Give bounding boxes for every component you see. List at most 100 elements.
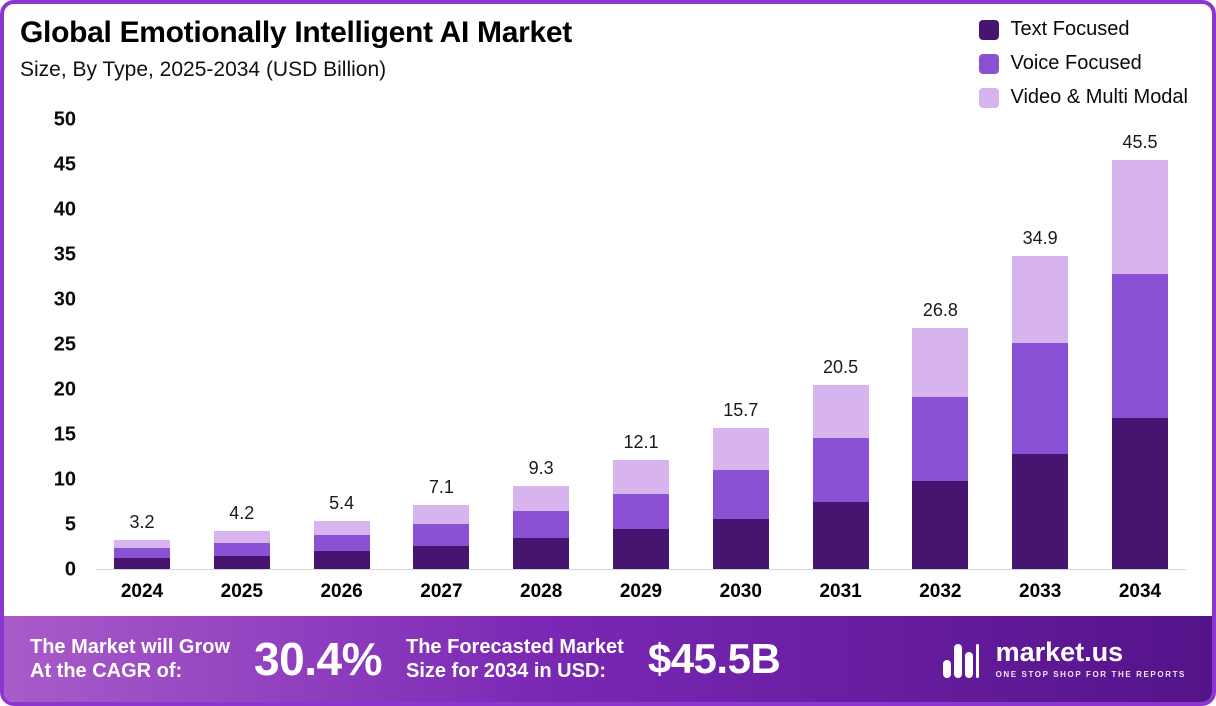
bar-segment-video-multi-modal xyxy=(313,520,370,535)
y-tick-label: 10 xyxy=(53,468,76,491)
bar-group: 5.4 2026 xyxy=(313,120,370,602)
bar-total-label: 34.9 xyxy=(1022,227,1058,248)
bar-segment-text-focused xyxy=(1012,454,1069,569)
y-tick-label: 20 xyxy=(53,378,76,401)
cagr-label: The Market will Grow At the CAGR of: xyxy=(30,636,231,682)
bar-total-label: 5.4 xyxy=(329,492,355,513)
y-tick-label: 40 xyxy=(53,198,76,221)
bar-segment-video-multi-modal xyxy=(612,460,669,494)
cagr-value: 30.4% xyxy=(254,633,382,685)
bar-stack xyxy=(1012,255,1069,569)
bar-total-label: 9.3 xyxy=(528,457,554,478)
bar-segment-video-multi-modal xyxy=(1012,255,1069,343)
bar-segment-video-multi-modal xyxy=(1111,160,1168,275)
bar-segment-text-focused xyxy=(1111,418,1168,569)
bar-segment-voice-focused xyxy=(513,510,570,539)
marketus-logo-icon xyxy=(942,644,979,678)
bar-stack xyxy=(413,505,470,569)
bar-segment-voice-focused xyxy=(114,548,170,559)
legend-swatch xyxy=(978,53,999,74)
x-axis-label: 2030 xyxy=(719,581,762,602)
bar-segment-video-multi-modal xyxy=(912,328,969,397)
x-axis-label: 2032 xyxy=(919,581,962,602)
bar-group: 26.8 2032 xyxy=(912,120,969,602)
bar-segment-text-focused xyxy=(413,545,470,569)
bar-group: 20.5 2031 xyxy=(812,120,869,602)
y-axis: 0 5 10 15 20 25 30 35 40 45 50 xyxy=(22,109,88,581)
bar-segment-text-focused xyxy=(812,501,869,569)
bar-segment-text-focused xyxy=(712,518,769,569)
x-axis-label: 2024 xyxy=(120,581,164,602)
forecast-value: $45.5B xyxy=(647,635,781,682)
x-axis-label: 2027 xyxy=(420,581,463,602)
bar-segment-text-focused xyxy=(114,558,170,569)
bar-total-label: 26.8 xyxy=(922,300,958,321)
legend-item: Video & Multi Modal xyxy=(978,86,1189,109)
bar-group: 9.3 2028 xyxy=(513,120,570,602)
chart-subtitle: Size, By Type, 2025-2034 (USD Billion) xyxy=(20,58,387,81)
bar-segment-voice-focused xyxy=(1111,274,1168,419)
bar-total-label: 3.2 xyxy=(129,512,155,533)
chart-header: Global Emotionally Intelligent AI Market… xyxy=(20,16,572,82)
bar-segment-voice-focused xyxy=(912,396,969,481)
bar-segment-voice-focused xyxy=(612,493,669,530)
bar-total-label: 4.2 xyxy=(229,503,255,524)
legend-label: Text Focused xyxy=(1010,18,1130,40)
bar-segment-text-focused xyxy=(912,480,969,569)
x-axis-label: 2025 xyxy=(220,581,263,602)
x-axis-label: 2028 xyxy=(520,581,563,602)
bar-segment-video-multi-modal xyxy=(513,485,570,511)
bar-stack xyxy=(612,460,669,569)
x-axis-label: 2033 xyxy=(1019,581,1062,602)
bar-stack xyxy=(114,540,170,569)
x-axis-label: 2031 xyxy=(819,581,862,602)
y-tick-label: 25 xyxy=(53,333,76,356)
bar-segment-voice-focused xyxy=(313,534,370,552)
bar-stack xyxy=(513,485,570,570)
legend-swatch xyxy=(978,19,999,40)
bar-segment-text-focused xyxy=(313,551,370,569)
y-tick-label: 50 xyxy=(53,108,76,131)
bar-stack xyxy=(812,384,869,569)
bar-segment-voice-focused xyxy=(1012,342,1069,455)
bar-segment-text-focused xyxy=(612,529,669,569)
y-tick-label: 35 xyxy=(53,243,76,266)
bar-stack xyxy=(1111,160,1168,569)
brand-tagline: One Stop Shop For The Reports xyxy=(995,670,1186,679)
bar-group: 4.2 2025 xyxy=(213,120,270,602)
bar-segment-voice-focused xyxy=(413,524,470,546)
stacked-bar-chart: 0 5 10 15 20 25 30 35 40 45 50 3.2 2024 4.2 2025 5.4 20… xyxy=(22,109,1194,614)
bar-total-label: 15.7 xyxy=(723,400,759,421)
bar-group: 34.9 2033 xyxy=(1012,120,1069,602)
forecast-label: The Forecasted Market Size for 2034 in U… xyxy=(405,636,624,682)
x-axis-label: 2034 xyxy=(1118,581,1162,602)
legend-item: Voice Focused xyxy=(978,52,1189,75)
y-tick-label: 0 xyxy=(64,558,76,581)
y-tick-label: 15 xyxy=(53,423,76,446)
bar-group: 7.1 2027 xyxy=(413,120,470,602)
bar-segment-voice-focused xyxy=(712,470,769,519)
bar-segment-text-focused xyxy=(513,538,570,569)
x-axis-label: 2029 xyxy=(619,581,663,602)
x-axis-label: 2026 xyxy=(320,581,363,602)
chart-title: Global Emotionally Intelligent AI Market xyxy=(20,16,572,49)
bar-segment-video-multi-modal xyxy=(114,540,170,549)
bar-segment-video-multi-modal xyxy=(213,531,270,543)
legend-label: Video & Multi Modal xyxy=(1010,86,1189,108)
bar-stack xyxy=(313,520,370,569)
legend-swatch xyxy=(978,87,999,108)
footer-banner: The Market will Grow At the CAGR of: 30.… xyxy=(4,616,1212,702)
brand-block: market.us One Stop Shop For The Reports xyxy=(938,636,1186,682)
y-tick-label: 45 xyxy=(53,153,76,176)
bar-group: 3.2 2024 xyxy=(114,120,170,602)
legend-item: Text Focused xyxy=(978,18,1189,41)
bar-group: 12.1 2029 xyxy=(612,120,669,602)
y-tick-label: 30 xyxy=(53,288,76,311)
bar-segment-video-multi-modal xyxy=(812,384,869,438)
bar-total-label: 7.1 xyxy=(428,477,454,498)
bar-segment-video-multi-modal xyxy=(413,505,470,525)
legend: Text Focused Voice Focused Video & Multi M… xyxy=(978,18,1189,109)
bar-stack xyxy=(912,328,969,569)
bar-total-label: 12.1 xyxy=(623,432,659,453)
